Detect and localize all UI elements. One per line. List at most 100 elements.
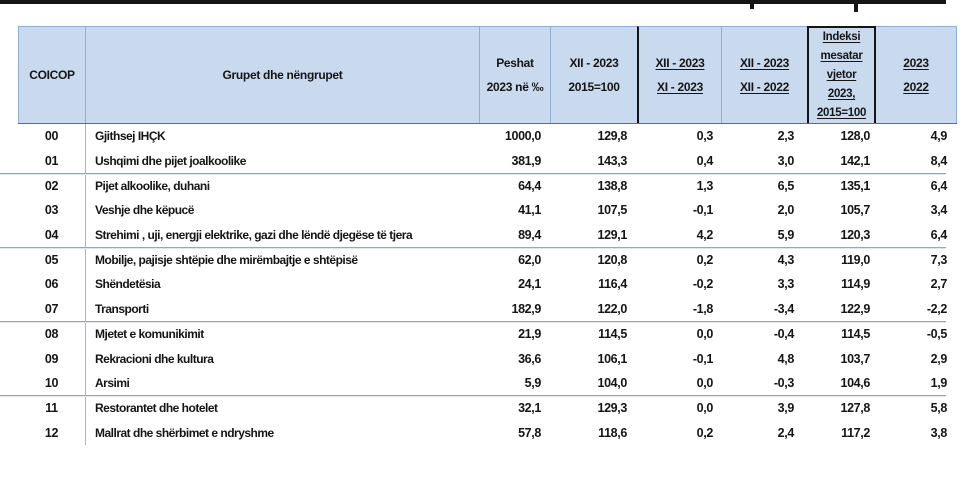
cell-annual-rate: 3,4 — [930, 203, 948, 218]
cell-yoy-change: 4,8 — [777, 351, 795, 366]
header-coicop: COICOP — [18, 26, 86, 123]
cell-avg-index: 142,1 — [840, 154, 870, 169]
group-name: Strehimi , uji, energji elektrike, gazi … — [95, 228, 413, 243]
cell-index-dec: 118,6 — [598, 425, 627, 440]
cell-index-dec: 104,0 — [597, 376, 627, 391]
table-row: 05 Mobilje, pajisje shtëpie dhe mirëmbaj… — [18, 247, 957, 273]
group-separator — [0, 321, 946, 324]
group-name: Mobilje, pajisje shtëpie dhe mirëmbajtje… — [95, 252, 358, 267]
cpi-table: COICOP Grupet dhe nëngrupet Peshat 2023 … — [18, 26, 957, 445]
group-name: Gjithsej IHÇK — [95, 129, 166, 144]
cell-index-dec: 129,8 — [597, 129, 627, 144]
cell-annual-rate: 6,4 — [930, 178, 948, 193]
cell-mom-change: 0,0 — [696, 326, 714, 341]
cell-mom-change: 0,3 — [696, 129, 714, 144]
cell-annual-rate: -2,2 — [926, 302, 947, 317]
cell-mom-change: 0,0 — [696, 400, 714, 415]
cell-mom-change: 0,4 — [696, 154, 714, 169]
cell-annual-rate: 2,9 — [930, 351, 948, 366]
cell-index-dec: 129,3 — [597, 400, 627, 415]
table-row: 06 Shëndetësia 24,1 116,4 -0,2 3,3 114,9… — [18, 272, 957, 297]
cell-yoy-change: 2,3 — [777, 129, 795, 144]
group-name: Ushqimi dhe pijet joalkoolike — [95, 154, 246, 169]
group-name: Veshje dhe këpucë — [95, 203, 194, 218]
cell-annual-rate: 1,9 — [930, 376, 948, 391]
cropped-title-line — [0, 0, 946, 4]
table-row: 09 Rekracioni dhe kultura 36,6 106,1 -0,… — [18, 346, 957, 371]
table-row: 04 Strehimi , uji, energji elektrike, ga… — [18, 222, 957, 248]
cell-yoy-change: -0,4 — [773, 326, 794, 341]
cell-yoy-change: 3,9 — [777, 400, 795, 415]
cell-index-dec: 120,8 — [597, 252, 627, 267]
cell-avg-index: 105,7 — [840, 203, 870, 218]
cell-annual-rate: 4,9 — [930, 129, 948, 144]
table-row: 08 Mjetet e komunikimit 21,9 114,5 0,0 -… — [18, 321, 957, 347]
cell-index-dec: 129,1 — [597, 228, 627, 243]
group-name: Mallrat dhe shërbimet e ndryshme — [95, 425, 274, 440]
coicop-code: 01 — [18, 148, 86, 174]
cell-avg-index: 128,0 — [840, 129, 870, 144]
cell-mom-change: -1,8 — [692, 302, 713, 317]
cell-avg-index: 103,7 — [840, 351, 870, 366]
cell-index-dec: 116,4 — [598, 277, 627, 292]
table-row: 11 Restorantet dhe hotelet 32,1 129,3 0,… — [18, 395, 957, 421]
cell-avg-index: 104,6 — [840, 376, 870, 391]
cell-weight: 21,9 — [518, 326, 541, 341]
header-annual-change: XII - 2023 XII - 2022 — [722, 26, 807, 123]
cell-index-dec: 143,3 — [597, 154, 627, 169]
coicop-code: 10 — [18, 370, 86, 396]
header-monthly-change: XII - 2023 XI - 2023 — [637, 26, 722, 123]
group-name: Pijet alkoolike, duhani — [95, 178, 210, 193]
coicop-code: 11 — [18, 395, 86, 421]
cell-index-dec: 138,8 — [597, 178, 627, 193]
cell-weight: 62,0 — [518, 252, 541, 267]
coicop-code: 04 — [18, 222, 86, 248]
cell-mom-change: 0,2 — [696, 425, 714, 440]
table-row: 12 Mallrat dhe shërbimet e ndryshme 57,8… — [18, 420, 957, 445]
cell-mom-change: -0,1 — [692, 203, 713, 218]
cell-mom-change: 4,2 — [696, 228, 714, 243]
cell-avg-index: 135,1 — [840, 178, 870, 193]
cell-annual-rate: 3,8 — [930, 425, 948, 440]
cell-annual-rate: 6,4 — [930, 228, 948, 243]
cell-annual-rate: 7,3 — [930, 252, 948, 267]
cell-yoy-change: 3,3 — [777, 277, 795, 292]
cell-weight: 24,1 — [518, 277, 541, 292]
cell-mom-change: -0,1 — [692, 351, 713, 366]
group-name: Rekracioni dhe kultura — [95, 351, 214, 366]
table-row: 07 Transporti 182,9 122,0 -1,8 -3,4 122,… — [18, 296, 957, 322]
cell-annual-rate: 8,4 — [930, 154, 948, 169]
coicop-code: 03 — [18, 198, 86, 223]
cell-yoy-change: 5,9 — [777, 228, 795, 243]
header-groups: Grupet dhe nëngrupet — [86, 26, 480, 123]
cell-avg-index: 119,0 — [841, 252, 870, 267]
group-name: Transporti — [95, 302, 149, 317]
cropped-text-fragment — [854, 0, 858, 12]
group-name: Arsimi — [95, 376, 130, 391]
cell-mom-change: 1,3 — [696, 178, 714, 193]
cell-yoy-change: -3,4 — [773, 302, 794, 317]
group-name: Mjetet e komunikimit — [95, 326, 204, 341]
group-separator — [0, 395, 946, 398]
cell-mom-change: 0,2 — [696, 252, 714, 267]
header-index-dec-2023: XII - 2023 2015=100 — [551, 26, 637, 123]
cell-yoy-change: 3,0 — [777, 154, 795, 169]
coicop-code: 00 — [18, 124, 86, 149]
cell-avg-index: 114,9 — [841, 277, 870, 292]
cell-annual-rate: 5,8 — [930, 400, 948, 415]
cell-weight: 41,1 — [518, 203, 541, 218]
coicop-code: 06 — [18, 272, 86, 297]
group-separator — [0, 172, 946, 175]
cell-avg-index: 127,8 — [840, 400, 870, 415]
cell-weight: 89,4 — [518, 228, 541, 243]
cropped-text-fragment — [750, 0, 754, 9]
table-row: 10 Arsimi 5,9 104,0 0,0 -0,3 104,6 1,9 — [18, 370, 957, 396]
cell-weight: 1000,0 — [504, 129, 541, 144]
cell-yoy-change: 4,3 — [777, 252, 795, 267]
coicop-code: 12 — [18, 420, 86, 445]
cell-index-dec: 122,0 — [597, 302, 627, 317]
coicop-code: 02 — [18, 173, 86, 199]
table-body: 00 Gjithsej IHÇK 1000,0 129,8 0,3 2,3 12… — [18, 124, 957, 445]
cell-annual-rate: -0,5 — [926, 326, 947, 341]
